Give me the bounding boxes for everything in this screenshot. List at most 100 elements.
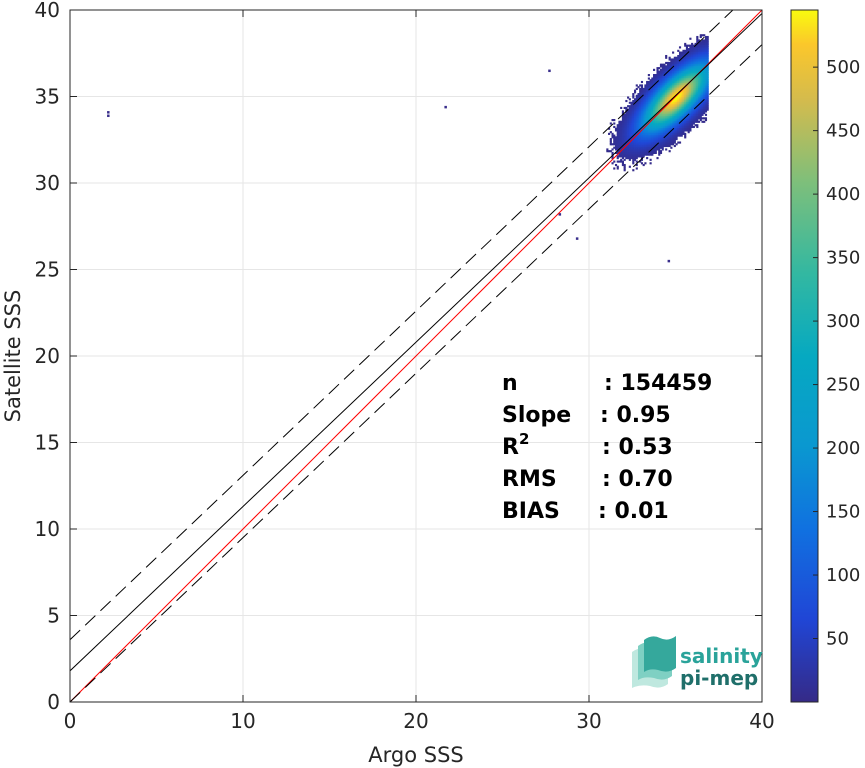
density-bin bbox=[656, 82, 659, 85]
density-bin bbox=[627, 96, 630, 99]
density-bin bbox=[685, 72, 689, 75]
density-bin bbox=[680, 54, 683, 58]
density-bin bbox=[644, 141, 647, 144]
density-bin bbox=[692, 53, 695, 56]
density-bin bbox=[646, 80, 649, 84]
density-bin bbox=[699, 34, 702, 37]
density-bin bbox=[632, 101, 635, 104]
outlier-point bbox=[548, 69, 551, 73]
density-bin bbox=[658, 131, 661, 134]
density-bin bbox=[630, 124, 633, 127]
density-bin bbox=[665, 99, 668, 103]
density-bin bbox=[644, 162, 647, 165]
density-bin bbox=[659, 118, 663, 122]
density-bin bbox=[651, 89, 654, 92]
density-bin bbox=[614, 151, 618, 154]
density-bin bbox=[647, 139, 650, 142]
density-bin bbox=[651, 103, 654, 106]
density-bin bbox=[661, 91, 664, 94]
density-bin bbox=[633, 150, 637, 153]
density-bin bbox=[656, 122, 659, 125]
density-bin bbox=[685, 75, 689, 78]
density-bin bbox=[665, 74, 668, 77]
density-bin bbox=[646, 89, 649, 92]
density-bin bbox=[691, 56, 694, 59]
density-bin bbox=[689, 98, 692, 101]
density-bin bbox=[639, 160, 642, 163]
density-bin bbox=[651, 122, 654, 125]
density-bin bbox=[635, 141, 638, 144]
density-bin bbox=[675, 103, 678, 106]
density-bin bbox=[659, 115, 663, 118]
density-bin bbox=[658, 82, 661, 85]
density-bin bbox=[703, 75, 706, 78]
density-bin bbox=[687, 98, 690, 101]
density-bin bbox=[618, 134, 621, 137]
density-bin bbox=[680, 132, 683, 135]
density-bin bbox=[625, 146, 628, 149]
density-bin bbox=[694, 49, 697, 52]
density-bin bbox=[697, 105, 701, 108]
density-bin bbox=[633, 157, 637, 160]
density-bin bbox=[637, 136, 640, 139]
density-bin bbox=[697, 82, 701, 85]
density-bin bbox=[656, 105, 659, 108]
density-bin bbox=[704, 89, 708, 92]
density-bin bbox=[649, 98, 652, 101]
density-bin bbox=[668, 84, 671, 87]
density-bin bbox=[694, 48, 697, 51]
density-bin bbox=[696, 51, 699, 54]
density-bin bbox=[635, 148, 638, 151]
density-bin bbox=[611, 148, 614, 151]
density-bin bbox=[639, 118, 642, 122]
density-bin bbox=[608, 150, 611, 153]
density-bin bbox=[606, 150, 609, 153]
density-bin bbox=[692, 63, 695, 66]
density-bin bbox=[658, 148, 661, 151]
density-bin bbox=[665, 122, 668, 125]
density-bin bbox=[697, 61, 701, 65]
density-bin bbox=[653, 127, 656, 130]
density-bin bbox=[663, 139, 666, 142]
density-bin bbox=[656, 77, 659, 80]
density-bin bbox=[703, 54, 706, 58]
density-bin bbox=[642, 120, 645, 123]
density-bin bbox=[642, 117, 645, 120]
density-bin bbox=[649, 79, 652, 82]
density-bin bbox=[616, 139, 619, 142]
density-bin bbox=[665, 54, 668, 58]
density-bin bbox=[620, 122, 623, 125]
density-bin bbox=[682, 67, 685, 70]
density-bin bbox=[651, 99, 654, 103]
density-bin bbox=[706, 79, 709, 82]
density-bin bbox=[704, 103, 708, 106]
density-bin bbox=[649, 110, 652, 113]
density-bin bbox=[704, 68, 708, 71]
density-bin bbox=[633, 153, 637, 156]
colorbar-gradient bbox=[790, 9, 819, 703]
density-bin bbox=[666, 99, 669, 103]
density-bin bbox=[661, 127, 664, 130]
density-bin bbox=[684, 124, 687, 127]
density-bin bbox=[646, 134, 649, 137]
density-bin bbox=[673, 77, 676, 80]
density-bin bbox=[691, 46, 694, 49]
density-bin bbox=[696, 87, 699, 90]
density-bin bbox=[661, 131, 664, 134]
density-bin bbox=[673, 79, 676, 82]
density-bin bbox=[665, 132, 668, 135]
density-bin bbox=[666, 80, 669, 84]
density-bin bbox=[666, 89, 669, 92]
density-bin bbox=[687, 70, 690, 73]
density-bin bbox=[675, 132, 678, 135]
colorbar-tick-label: 150 bbox=[826, 502, 860, 523]
density-bin bbox=[673, 118, 676, 122]
density-bin bbox=[703, 80, 706, 84]
density-bin bbox=[704, 51, 708, 54]
density-bin bbox=[675, 91, 678, 94]
density-bin bbox=[658, 136, 661, 139]
density-bin bbox=[656, 67, 659, 70]
density-bin bbox=[642, 148, 645, 151]
density-bin bbox=[697, 94, 701, 97]
density-bin bbox=[632, 117, 635, 120]
